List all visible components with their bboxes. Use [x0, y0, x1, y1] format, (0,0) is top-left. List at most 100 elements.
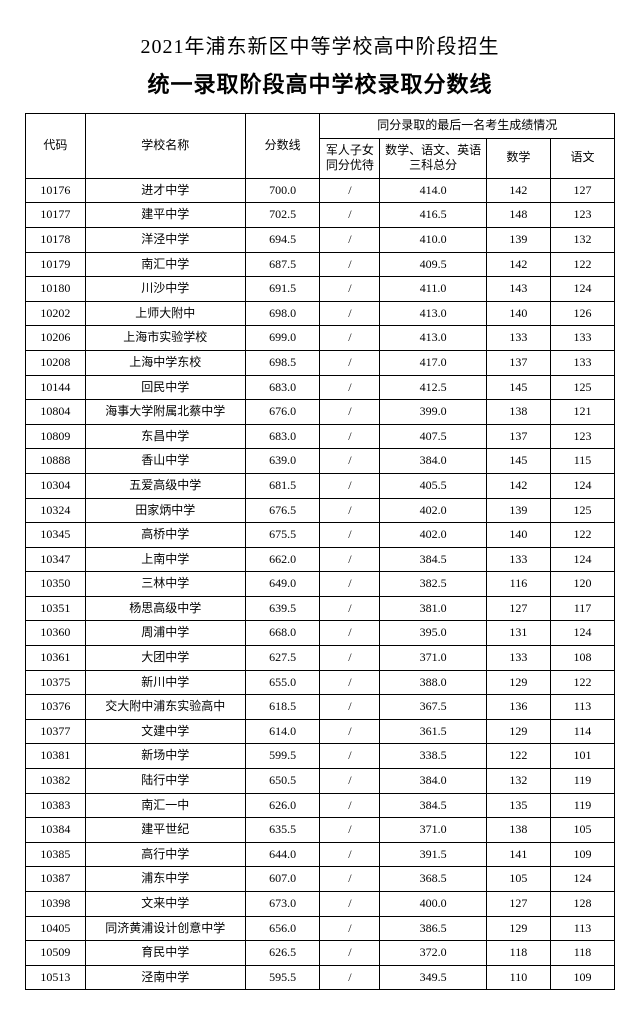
cell-math: 135 — [486, 793, 550, 818]
cell-score: 655.0 — [245, 670, 320, 695]
cell-mil: / — [320, 375, 380, 400]
cell-math: 127 — [486, 596, 550, 621]
cell-mil: / — [320, 818, 380, 843]
cell-chinese: 133 — [550, 326, 614, 351]
cell-mil: / — [320, 842, 380, 867]
cell-math: 129 — [486, 719, 550, 744]
table-row: 10375新川中学655.0/388.0129122 — [26, 670, 615, 695]
cell-code: 10384 — [26, 818, 86, 843]
cell-chinese: 109 — [550, 965, 614, 990]
cell-sum3: 338.5 — [380, 744, 487, 769]
cell-mil: / — [320, 350, 380, 375]
cell-math: 133 — [486, 646, 550, 671]
cell-score: 626.5 — [245, 941, 320, 966]
cell-math: 118 — [486, 941, 550, 966]
table-row: 10383南汇一中626.0/384.5135119 — [26, 793, 615, 818]
cell-score: 595.5 — [245, 965, 320, 990]
cell-name: 高桥中学 — [85, 523, 245, 548]
table-row: 10206上海市实验学校699.0/413.0133133 — [26, 326, 615, 351]
cell-chinese: 122 — [550, 523, 614, 548]
cell-name: 文来中学 — [85, 892, 245, 917]
table-row: 10376交大附中浦东实验高中618.5/367.5136113 — [26, 695, 615, 720]
cell-sum3: 384.5 — [380, 547, 487, 572]
cell-chinese: 109 — [550, 842, 614, 867]
cell-code: 10202 — [26, 301, 86, 326]
cell-code: 10208 — [26, 350, 86, 375]
cell-code: 10804 — [26, 400, 86, 425]
cell-math: 139 — [486, 227, 550, 252]
cell-name: 东昌中学 — [85, 424, 245, 449]
cell-name: 大团中学 — [85, 646, 245, 671]
cell-math: 116 — [486, 572, 550, 597]
cell-chinese: 123 — [550, 203, 614, 228]
cell-math: 138 — [486, 818, 550, 843]
cell-name: 周浦中学 — [85, 621, 245, 646]
cell-chinese: 108 — [550, 646, 614, 671]
cell-chinese: 124 — [550, 473, 614, 498]
cell-score: 691.5 — [245, 277, 320, 302]
cell-name: 新川中学 — [85, 670, 245, 695]
cell-score: 649.0 — [245, 572, 320, 597]
cell-sum3: 417.0 — [380, 350, 487, 375]
cell-sum3: 402.0 — [380, 498, 487, 523]
cell-code: 10387 — [26, 867, 86, 892]
score-table: 代码 学校名称 分数线 同分录取的最后一名考生成绩情况 军人子女同分优待 数学、… — [25, 113, 615, 990]
cell-mil: / — [320, 326, 380, 351]
cell-code: 10385 — [26, 842, 86, 867]
cell-score: 635.5 — [245, 818, 320, 843]
cell-name: 陆行中学 — [85, 769, 245, 794]
table-row: 10385高行中学644.0/391.5141109 — [26, 842, 615, 867]
cell-math: 129 — [486, 916, 550, 941]
cell-chinese: 124 — [550, 621, 614, 646]
cell-mil: / — [320, 424, 380, 449]
cell-code: 10180 — [26, 277, 86, 302]
header-sum3: 数学、语文、英语三科总分 — [380, 138, 487, 178]
cell-chinese: 124 — [550, 867, 614, 892]
cell-mil: / — [320, 473, 380, 498]
cell-sum3: 388.0 — [380, 670, 487, 695]
cell-sum3: 410.0 — [380, 227, 487, 252]
cell-mil: / — [320, 178, 380, 203]
cell-score: 698.0 — [245, 301, 320, 326]
cell-score: 668.0 — [245, 621, 320, 646]
cell-mil: / — [320, 277, 380, 302]
header-code: 代码 — [26, 114, 86, 179]
cell-math: 132 — [486, 769, 550, 794]
cell-code: 10809 — [26, 424, 86, 449]
cell-score: 676.5 — [245, 498, 320, 523]
header-chinese: 语文 — [550, 138, 614, 178]
cell-math: 142 — [486, 178, 550, 203]
cell-math: 140 — [486, 301, 550, 326]
table-row: 10361大团中学627.5/371.0133108 — [26, 646, 615, 671]
cell-code: 10176 — [26, 178, 86, 203]
cell-sum3: 371.0 — [380, 818, 487, 843]
cell-sum3: 384.5 — [380, 793, 487, 818]
cell-score: 662.0 — [245, 547, 320, 572]
cell-sum3: 371.0 — [380, 646, 487, 671]
cell-sum3: 411.0 — [380, 277, 487, 302]
table-row: 10384建平世纪635.5/371.0138105 — [26, 818, 615, 843]
table-row: 10180川沙中学691.5/411.0143124 — [26, 277, 615, 302]
table-row: 10178洋泾中学694.5/410.0139132 — [26, 227, 615, 252]
cell-mil: / — [320, 227, 380, 252]
cell-math: 137 — [486, 424, 550, 449]
cell-chinese: 126 — [550, 301, 614, 326]
cell-mil: / — [320, 252, 380, 277]
cell-math: 140 — [486, 523, 550, 548]
cell-score: 644.0 — [245, 842, 320, 867]
cell-mil: / — [320, 596, 380, 621]
cell-chinese: 124 — [550, 277, 614, 302]
cell-math: 138 — [486, 400, 550, 425]
cell-mil: / — [320, 892, 380, 917]
cell-sum3: 407.5 — [380, 424, 487, 449]
cell-sum3: 368.5 — [380, 867, 487, 892]
cell-score: 639.0 — [245, 449, 320, 474]
table-row: 10804海事大学附属北蔡中学676.0/399.0138121 — [26, 400, 615, 425]
cell-code: 10405 — [26, 916, 86, 941]
cell-mil: / — [320, 695, 380, 720]
cell-chinese: 128 — [550, 892, 614, 917]
cell-sum3: 399.0 — [380, 400, 487, 425]
table-row: 10381新场中学599.5/338.5122101 — [26, 744, 615, 769]
cell-score: 626.0 — [245, 793, 320, 818]
cell-math: 105 — [486, 867, 550, 892]
